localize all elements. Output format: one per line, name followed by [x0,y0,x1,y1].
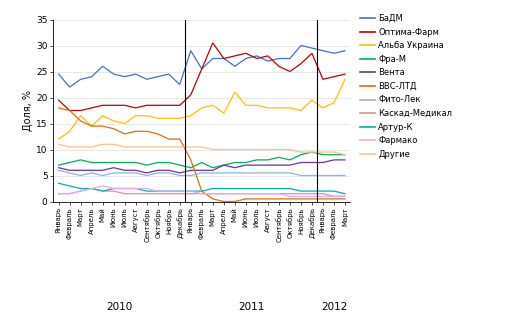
Text: 2011: 2011 [238,302,264,312]
Legend: БаДМ, Оптима-Фарм, Альба Украина, Фра-М, Вента, ВВС-ЛТД, Фито-Лек, Каскад-Медика: БаДМ, Оптима-Фарм, Альба Украина, Фра-М,… [360,14,452,159]
Text: 2012: 2012 [321,302,347,312]
Y-axis label: Доля, %: Доля, % [23,90,33,131]
Text: 2010: 2010 [106,302,132,312]
